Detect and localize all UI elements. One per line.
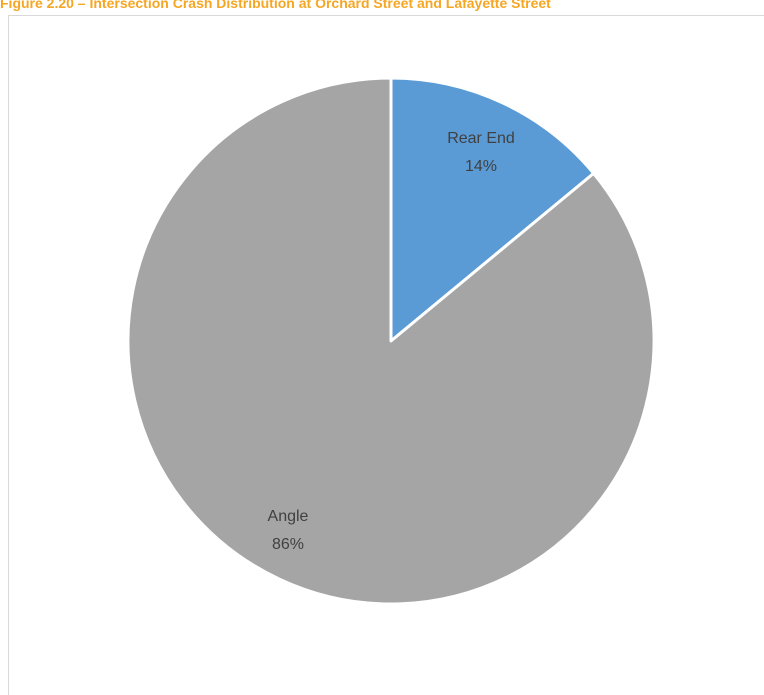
slice-category-label: Rear End (447, 130, 515, 147)
slice-percent-label: 86% (272, 536, 304, 553)
figure-caption: Figure 2.20 – Intersection Crash Distrib… (0, 0, 551, 11)
pie-labels: Rear End 14% Angle 86% (268, 130, 515, 553)
pie-slice-rear-end (389, 76, 596, 343)
pie-chart: Rear End 14% Angle 86% (126, 76, 656, 606)
pie-label-angle: Angle 86% (268, 508, 309, 553)
slice-percent-label: 14% (465, 158, 497, 175)
pie-slice-angle (126, 76, 656, 606)
pie-slices (126, 76, 656, 606)
pie-label-rear-end: Rear End 14% (447, 130, 515, 175)
slice-category-label: Angle (268, 508, 309, 525)
chart-frame (8, 15, 764, 695)
